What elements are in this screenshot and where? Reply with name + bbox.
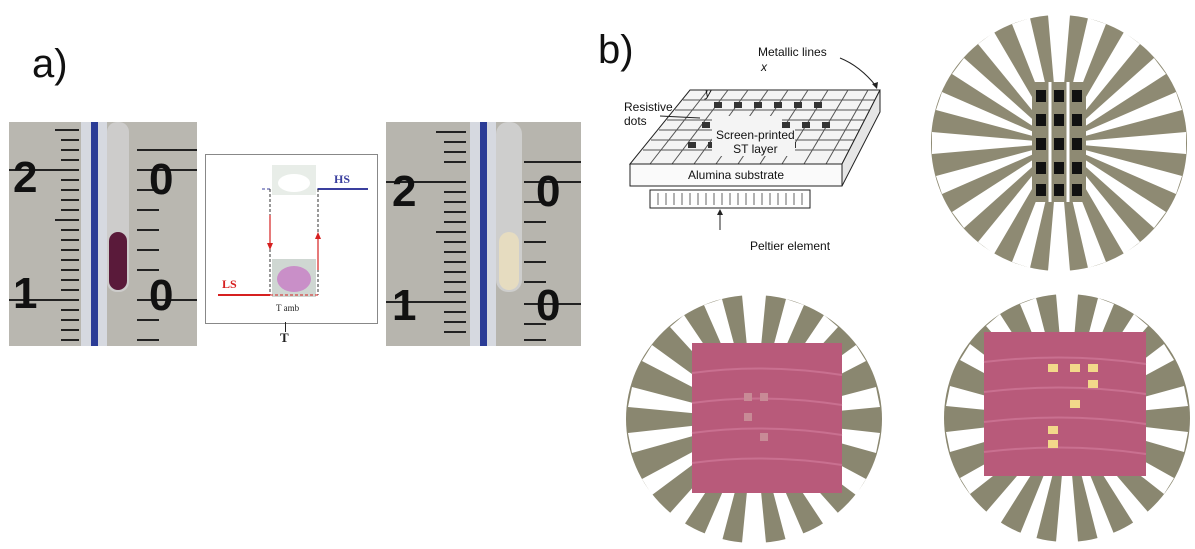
peltier-label: Peltier element xyxy=(750,239,831,253)
substrate-label: Alumina substrate xyxy=(688,168,785,182)
tamb-tick xyxy=(285,322,286,332)
panel-a-label: a) xyxy=(32,42,68,86)
panel-b-label: b) xyxy=(598,28,634,72)
temperature-axis-label: T xyxy=(280,330,289,345)
activated-disc-photo xyxy=(942,292,1192,544)
ls-label: LS xyxy=(222,277,237,291)
st-layer-line-1: Screen-printed xyxy=(716,128,795,142)
dots-label-line: dots xyxy=(624,114,647,128)
scale-number: 1 xyxy=(13,269,37,318)
tube-photo-ls: 2 1 0 0 xyxy=(9,122,197,346)
scale-number: 0 xyxy=(149,155,173,204)
x-axis-label: x xyxy=(761,60,767,74)
scale-number: 0 xyxy=(536,167,560,216)
coated-disc-photo xyxy=(624,293,884,545)
scale-number: 1 xyxy=(392,281,416,330)
spin-transition-diagram: HS LS T amb xyxy=(205,154,378,324)
y-axis-label: y xyxy=(705,86,711,100)
metallic-lines-label: Metallic lines xyxy=(758,45,827,59)
electrode-disc-photo xyxy=(928,12,1190,274)
resistive-dots-label: Resistive dots xyxy=(624,100,673,128)
scale-number: 0 xyxy=(536,281,560,330)
scale-number: 2 xyxy=(13,153,37,202)
st-layer-line-2: ST layer xyxy=(733,142,778,156)
st-layer-label: Screen-printed ST layer xyxy=(716,128,795,156)
tamb-label: T amb xyxy=(276,303,300,313)
hs-label: HS xyxy=(334,172,350,186)
scale-number: 2 xyxy=(392,167,416,216)
resistive-label-line: Resistive xyxy=(624,100,673,114)
scale-number: 0 xyxy=(149,271,173,320)
tube-photo-hs: 2 1 0 0 xyxy=(386,122,581,346)
